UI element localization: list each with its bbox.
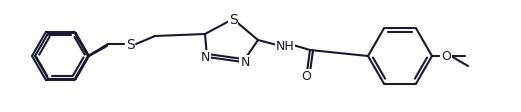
Text: N: N — [200, 51, 209, 64]
Text: N: N — [240, 56, 250, 69]
Text: O: O — [301, 70, 311, 83]
Text: S: S — [229, 13, 238, 27]
Text: O: O — [441, 50, 451, 63]
Text: NH: NH — [276, 39, 294, 52]
Text: S: S — [126, 38, 134, 52]
